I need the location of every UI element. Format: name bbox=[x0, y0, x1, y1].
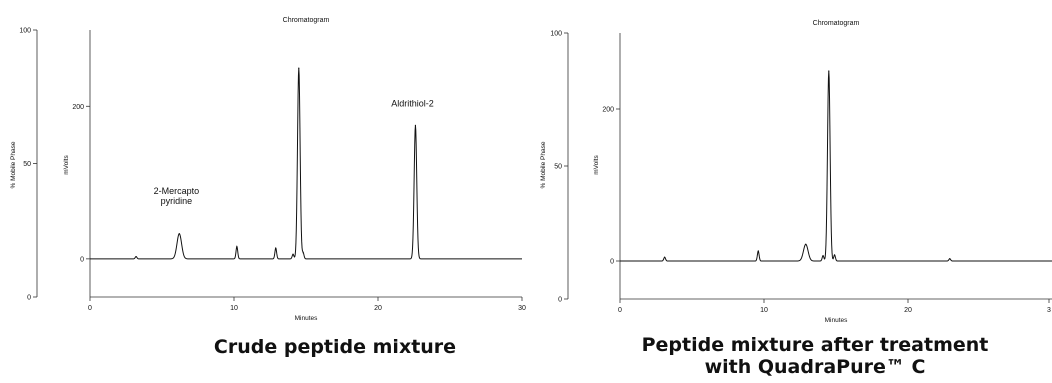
secondary-y-tick-label: 50 bbox=[23, 161, 31, 168]
peak-apex bbox=[822, 255, 824, 257]
caption-after-treatment: Peptide mixture after treatment with Qua… bbox=[635, 334, 995, 378]
x-tick-label: 10 bbox=[230, 305, 238, 312]
y-tick-label: 0 bbox=[80, 256, 84, 263]
secondary-y-axis-label: % Mobile Phase bbox=[540, 141, 547, 188]
peak-apex bbox=[414, 124, 417, 126]
peak-annotation: 2-Mercapto bbox=[154, 186, 200, 196]
peak-apex bbox=[805, 243, 807, 245]
caption-after-treatment-line2: with QuadraPure™ C bbox=[704, 356, 926, 378]
y-axis-label: mVolts bbox=[63, 155, 70, 175]
chart-title: Chromatogram bbox=[813, 20, 860, 27]
peak-apex bbox=[292, 253, 294, 255]
x-tick-label: 10 bbox=[760, 307, 768, 314]
x-tick-label: 20 bbox=[904, 307, 912, 314]
x-tick-label: 20 bbox=[374, 305, 382, 312]
x-tick-label: 30 bbox=[518, 305, 526, 312]
caption-crude-peptide-text: Crude peptide mixture bbox=[213, 336, 457, 358]
peak-apex bbox=[828, 70, 830, 72]
secondary-y-tick-label: 0 bbox=[558, 297, 562, 304]
y-tick-label: 200 bbox=[72, 104, 84, 111]
secondary-y-tick-label: 100 bbox=[19, 28, 31, 35]
peak-annotation: pyridine bbox=[161, 196, 193, 206]
peak-apex bbox=[664, 256, 666, 258]
x-axis-label: Minutes bbox=[825, 317, 849, 324]
chart-title: Chromatogram bbox=[283, 17, 330, 24]
secondary-y-tick-label: 100 bbox=[550, 31, 562, 38]
peak-apex bbox=[135, 255, 137, 258]
peak-apex bbox=[949, 258, 951, 260]
peak-apex bbox=[178, 233, 180, 235]
caption-after-treatment-line1: Peptide mixture after treatment bbox=[641, 334, 989, 356]
y-tick-label: 200 bbox=[602, 107, 614, 114]
secondary-y-tick-label: 0 bbox=[27, 295, 31, 302]
peak-apex bbox=[757, 250, 759, 252]
chromatogram-trace bbox=[90, 68, 522, 260]
secondary-y-tick-label: 50 bbox=[554, 164, 562, 171]
chromatogram-trace bbox=[620, 70, 1052, 262]
peak-annotation: Aldrithiol-2 bbox=[391, 98, 434, 108]
peak-apex bbox=[236, 246, 238, 248]
peak-apex bbox=[833, 254, 836, 256]
peak-apex bbox=[298, 67, 300, 69]
x-axis-label: Minutes bbox=[295, 315, 319, 322]
x-tick-label: 0 bbox=[88, 305, 92, 312]
y-axis-label: mVolts bbox=[593, 155, 600, 175]
peak-apex bbox=[275, 247, 277, 249]
x-tick-label: 3 bbox=[1047, 307, 1051, 314]
peak-apex bbox=[302, 252, 304, 254]
secondary-y-axis-label: % Mobile Phase bbox=[10, 141, 17, 188]
caption-crude-peptide: Crude peptide mixture bbox=[175, 336, 495, 358]
x-tick-label: 0 bbox=[618, 307, 622, 314]
y-tick-label: 0 bbox=[610, 259, 614, 266]
